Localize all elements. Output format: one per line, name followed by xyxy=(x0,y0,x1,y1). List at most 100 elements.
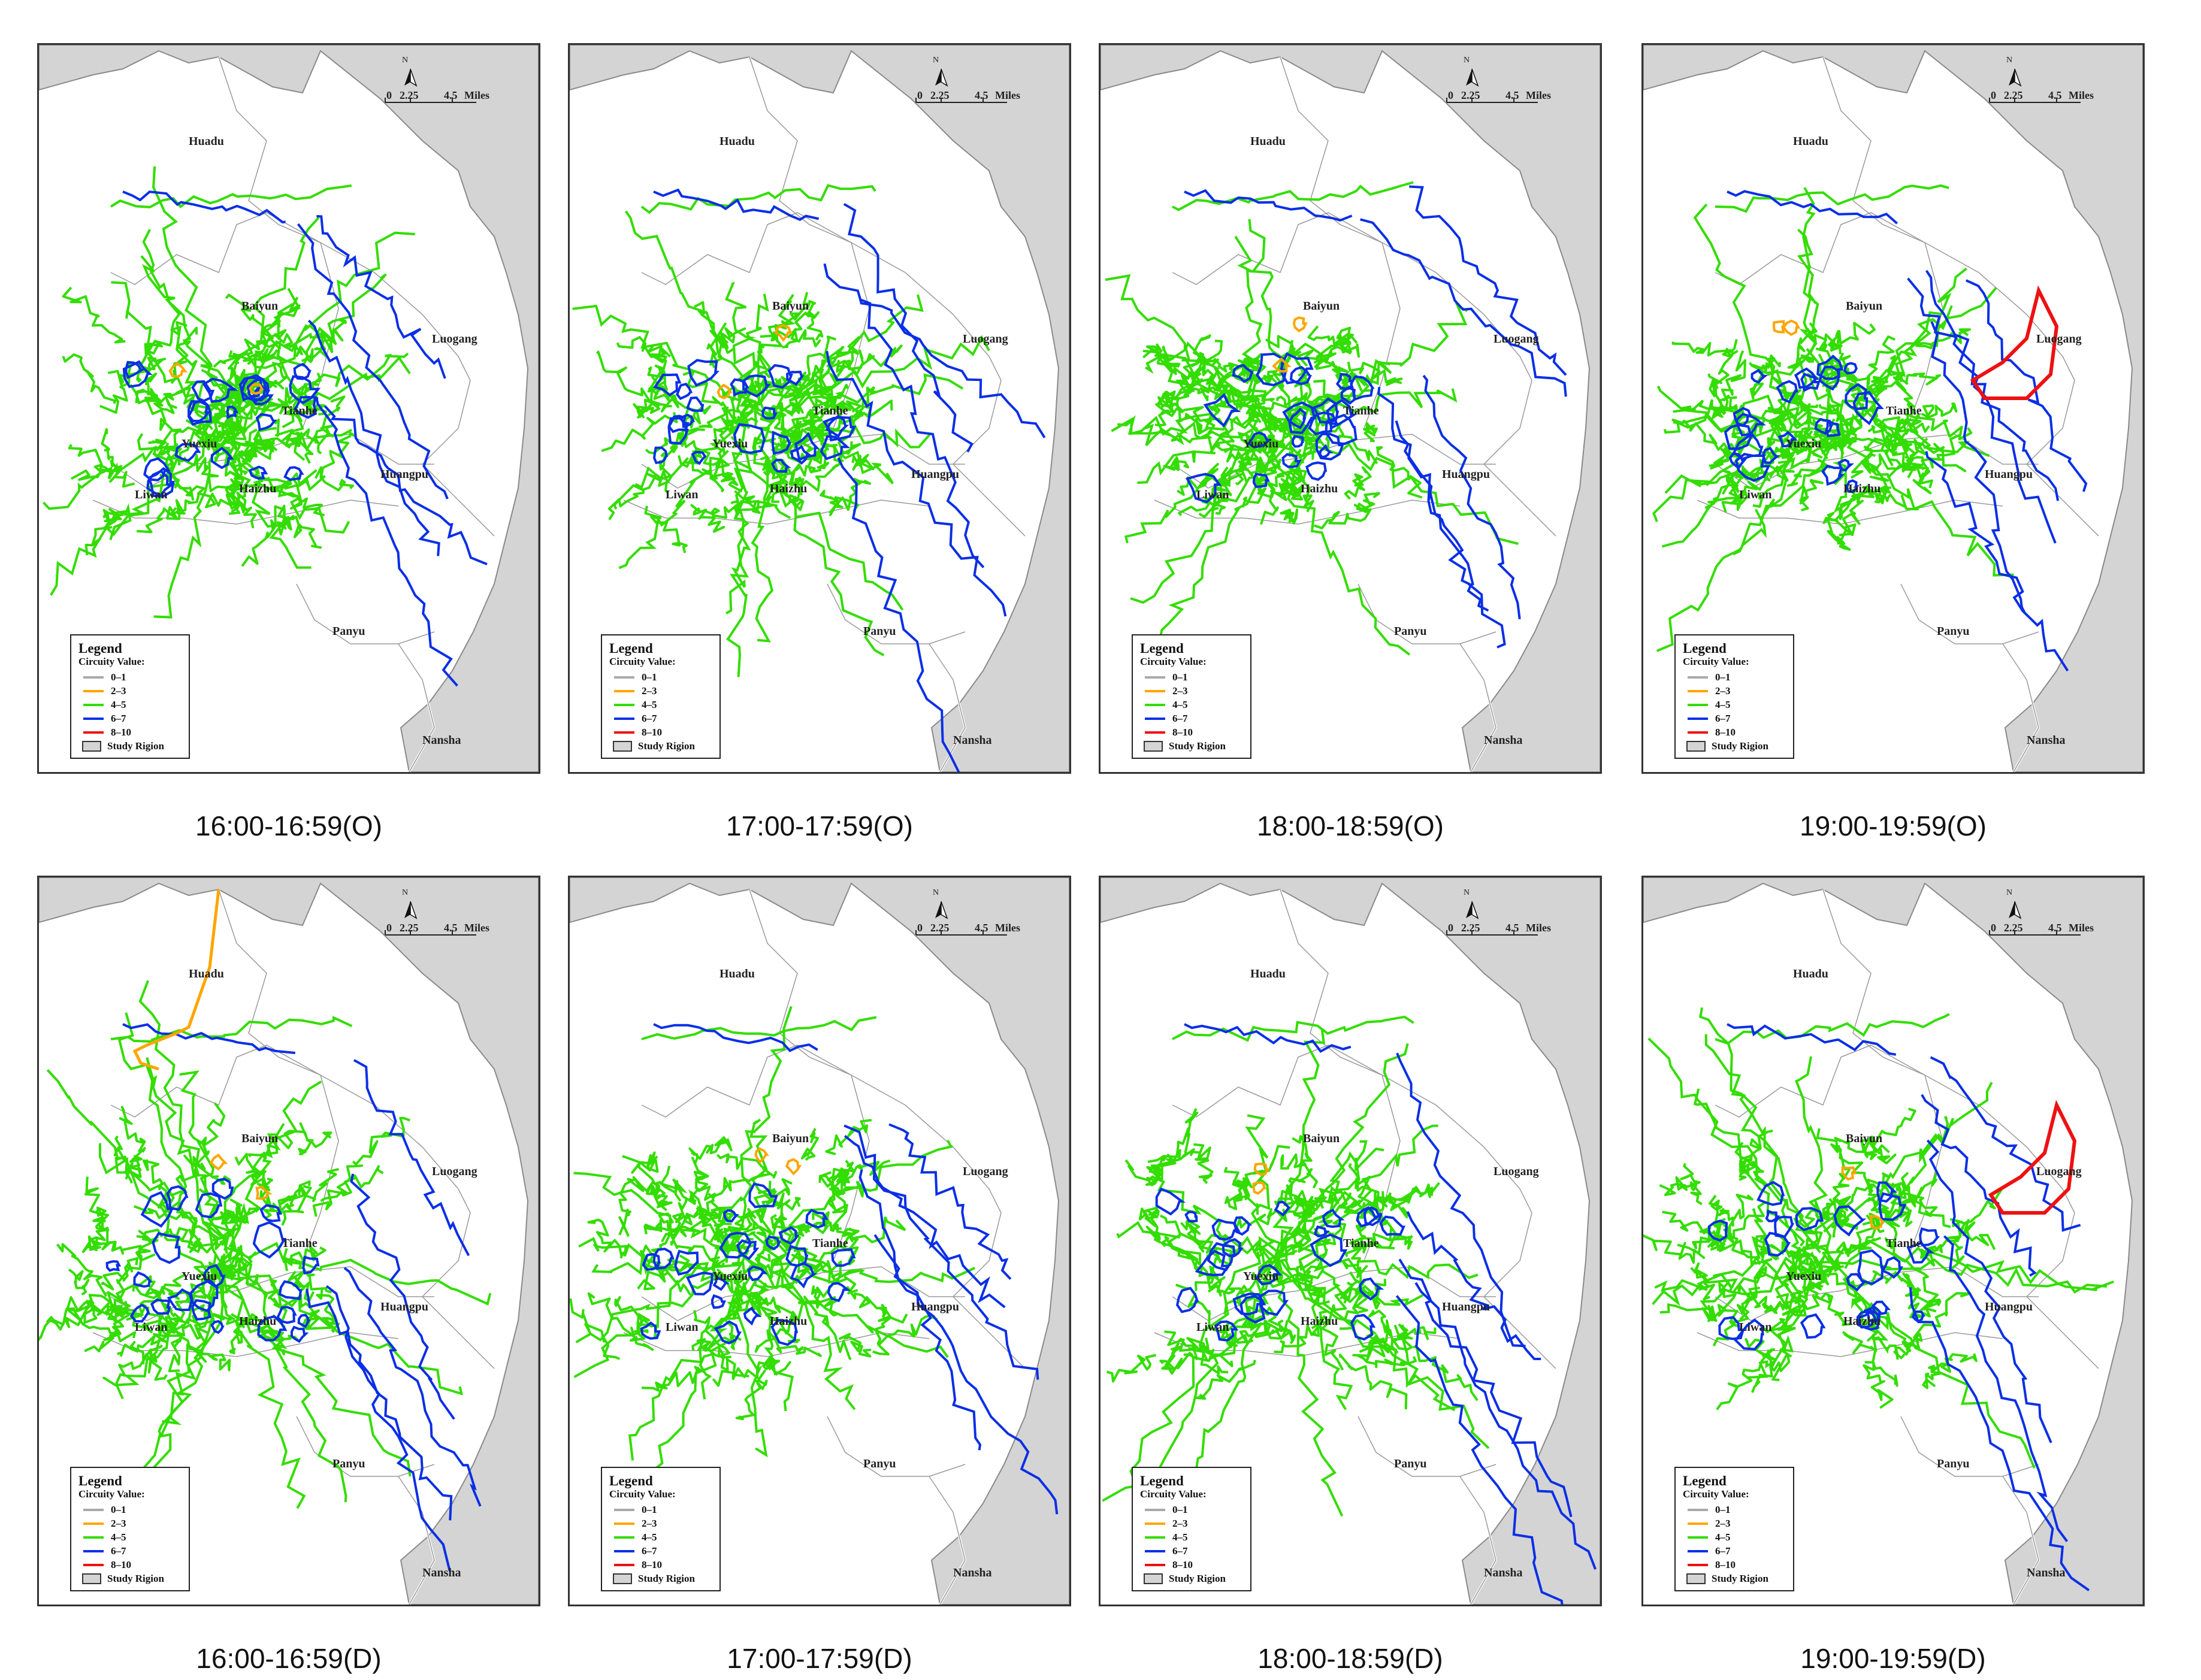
north-label: N xyxy=(2006,56,2013,65)
circuity-line-green xyxy=(749,1118,774,1269)
circuity-loop-blue xyxy=(278,1280,303,1300)
circuity-loop-orange xyxy=(1772,320,1785,334)
circuity-line-green xyxy=(271,1180,311,1214)
circuity-loop-blue xyxy=(129,1303,150,1323)
district-boundary xyxy=(1483,314,1556,537)
district-boundary xyxy=(1358,583,1496,644)
circuity-line-green xyxy=(247,348,288,365)
circuity-line-green xyxy=(572,304,760,412)
legend-item: 2–3 xyxy=(1683,1516,1786,1530)
circuity-line-green xyxy=(1289,1190,1325,1209)
circuity-loop-blue xyxy=(653,373,682,396)
legend-item-label: 8–10 xyxy=(642,1558,662,1570)
circuity-line-green xyxy=(119,1106,146,1153)
circuity-loop-blue xyxy=(1247,431,1272,449)
circuity-loop-blue xyxy=(1857,1309,1880,1331)
scale-bar: N 0 2.25 4.5 Miles xyxy=(383,888,521,966)
circuity-line-green xyxy=(1786,458,1831,488)
circuity-line-green xyxy=(1839,489,1864,537)
district-boundary xyxy=(2002,643,2039,772)
circuity-line-green xyxy=(202,1080,322,1247)
district-label: Baiyun xyxy=(1846,1132,1883,1145)
circuity-line-green xyxy=(1284,1191,1377,1242)
north-label: N xyxy=(402,888,409,897)
circuity-line-green xyxy=(1915,328,1971,349)
circuity-loop-blue xyxy=(1211,1218,1241,1241)
legend-items: 0–1 2–3 4–5 6–7 8–10 xyxy=(609,1503,712,1572)
district-boundary xyxy=(929,1476,966,1605)
circuity-loop-blue xyxy=(195,1192,223,1219)
circuity-line-blue xyxy=(324,405,488,565)
circuity-loop-blue xyxy=(276,1306,297,1324)
circuity-line-green xyxy=(1866,1107,1916,1155)
district-label: Yuexiu xyxy=(182,1270,217,1283)
circuity-line-green xyxy=(749,335,990,407)
legend-item: 2–3 xyxy=(1140,1516,1243,1530)
circuity-loop-orange xyxy=(249,383,264,395)
study-region xyxy=(1643,877,2143,1605)
district-boundary xyxy=(641,434,965,489)
north-label: N xyxy=(402,56,409,65)
circuity-loop-blue xyxy=(691,450,707,465)
circuity-line-green xyxy=(770,1216,906,1276)
circuity-line-green xyxy=(274,418,314,464)
district-boundary xyxy=(1459,643,1496,772)
scale-tick-0: 0 xyxy=(1448,922,1453,934)
circuity-line-green xyxy=(1363,422,1378,443)
circuity-loop-blue xyxy=(1728,452,1747,470)
circuity-line-green xyxy=(1367,1325,1389,1349)
circuity-line-blue xyxy=(343,1267,482,1507)
scale-tick-1: 2.25 xyxy=(930,922,950,934)
circuity-loop-blue xyxy=(1821,464,1845,486)
circuity-loop-blue xyxy=(1326,398,1358,430)
legend-item-label: 0–1 xyxy=(1715,671,1731,683)
scale-bar: N 0 2.25 4.5 Miles xyxy=(1444,888,1582,966)
circuity-loop-blue xyxy=(174,443,201,462)
circuity-line-blue xyxy=(888,1123,1012,1280)
circuity-line-green xyxy=(1116,1221,1298,1258)
circuity-loop-blue xyxy=(1756,1180,1785,1206)
circuity-loop-blue xyxy=(653,446,669,464)
circuity-line-green xyxy=(1863,1361,1894,1409)
circuity-line-green xyxy=(1172,181,1414,211)
district-boundary xyxy=(2002,1476,2039,1605)
legend-swatch xyxy=(1688,1508,1708,1511)
circuity-line-green xyxy=(1659,1176,1701,1196)
legend-region: Study Rigion xyxy=(1683,1572,1786,1585)
legend-item: 2–3 xyxy=(78,684,182,698)
circuity-line-green xyxy=(1734,1142,1767,1188)
scale-bar: N 0 2.25 4.5 Miles xyxy=(914,56,1051,134)
district-boundary xyxy=(110,1045,321,1118)
circuity-loop-blue xyxy=(1280,352,1314,385)
legend-item: 0–1 xyxy=(1140,1503,1243,1516)
district-label: Nansha xyxy=(953,1566,992,1579)
legend-item-label: 2–3 xyxy=(1172,1517,1188,1529)
circuity-line-green xyxy=(1871,376,1888,393)
circuity-loop-blue xyxy=(719,1231,753,1259)
circuity-line-blue xyxy=(350,1173,455,1420)
district-label: Yuexiu xyxy=(712,437,748,450)
legend-swatch xyxy=(1145,731,1165,734)
circuity-line-green xyxy=(148,440,187,462)
legend-item-label: 0–1 xyxy=(642,671,657,683)
circuity-line-green xyxy=(804,299,824,341)
circuity-line-green xyxy=(1164,1330,1229,1375)
legend-items: 0–1 2–3 4–5 6–7 8–10 xyxy=(1683,670,1786,739)
circuity-loop-blue xyxy=(210,447,234,470)
circuity-line-green xyxy=(842,1286,908,1324)
district-label: Luogang xyxy=(1493,1165,1539,1178)
circuity-loop-orange xyxy=(754,1147,769,1164)
circuity-line-green xyxy=(1292,1135,1319,1189)
circuity-loop-blue xyxy=(293,395,318,419)
scale-tick-1: 2.25 xyxy=(1461,89,1480,101)
circuity-line-green xyxy=(1822,511,1846,545)
circuity-line-green xyxy=(1154,402,1210,435)
district-boundary xyxy=(398,1476,435,1605)
legend-item: 8–10 xyxy=(1140,725,1243,739)
legend-swatch xyxy=(83,1508,104,1511)
circuity-loop-blue xyxy=(1764,1231,1791,1257)
circuity-line-green xyxy=(570,1298,621,1360)
circuity-line-green xyxy=(1234,235,1267,423)
circuity-loop-orange xyxy=(1252,1181,1266,1195)
circuity-line-green xyxy=(825,1119,872,1155)
